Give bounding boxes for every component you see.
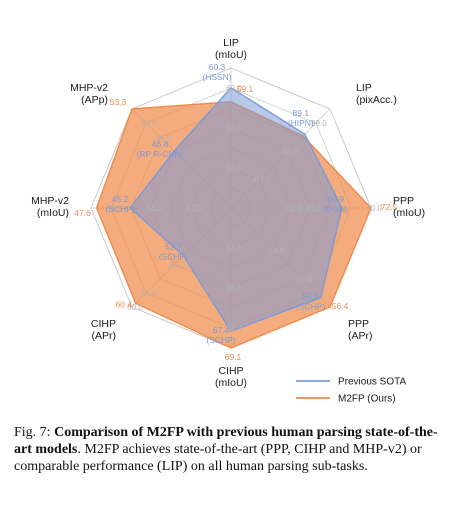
ring-tick-label: 55.0 xyxy=(297,275,313,284)
axis-label-line: MHP-v2 xyxy=(31,195,69,207)
axis-labels: LIP (mIoU)LIP (pixAcc.)PPP (mIoU)PPP (APr)CI… xyxy=(31,37,425,389)
radar-series xyxy=(95,87,372,349)
axis-label-line: PPP xyxy=(393,195,414,207)
value-label-previous-sota: 55.8 (SCHP) xyxy=(296,292,325,312)
value-label-m2fp: 53.3 xyxy=(110,97,127,107)
caption-bold: Comparison of M2FP with previous human p… xyxy=(14,425,438,457)
axis-label: CIHP (mIoU) xyxy=(215,365,247,389)
value-label-m2fp: 72.5 xyxy=(381,202,398,212)
value-label-previous-sota-line: (PGN) xyxy=(324,204,348,214)
ring-tick-label: 70.0 xyxy=(366,204,382,213)
value-labels: 60.3 (HSSN) 59.1 89.1 (HIPN) 69.9 (PGN) 72.5 55.… xyxy=(74,62,397,362)
value-label-previous-sota: 45.2 (SCHP) xyxy=(106,194,135,214)
ring-tick-label: 64.0 xyxy=(226,244,242,253)
radar-chart: 58.0 56.0 60.0 87.0 88.0 89.0 60.0 65.0 70.0 54.0… xyxy=(31,37,425,405)
value-label-previous-sota-line: (HIPN) xyxy=(288,118,314,128)
ring-tick-label: 60.0 xyxy=(286,204,302,213)
ring-tick-label: 42.0 xyxy=(186,204,202,213)
axis-label-line: (mIoU) xyxy=(37,207,69,219)
value-label-previous-sota-line: 52.7 xyxy=(165,242,182,252)
value-label-previous-sota-line: 60.3 xyxy=(209,62,226,72)
ring-tick-label: 58.0 xyxy=(226,164,242,173)
ring-tick-label: 55.0 xyxy=(141,289,157,298)
value-label-m2fp: 59.1 xyxy=(237,84,254,94)
ring-tick-label: 88.0 xyxy=(283,147,299,156)
value-label-previous-sota-line: (SCHP) xyxy=(159,252,188,262)
axis-label-line: (mIoU) xyxy=(393,207,425,219)
ring-tick-label: 65.0 xyxy=(306,204,322,213)
axis-label-line: CIHP xyxy=(91,318,116,330)
value-label-previous-sota-line: (HSSN) xyxy=(202,72,231,82)
axis-label: PPP (APr) xyxy=(348,318,373,342)
ring-tick-label: 56.0 xyxy=(226,124,242,133)
axis-label: LIP (pixAcc.) xyxy=(356,82,397,106)
value-label-previous-sota-line: 55.8 xyxy=(302,292,319,302)
ring-tick-label: 60.0 xyxy=(226,84,242,93)
value-label-previous-sota: 46.8 (RP R-CNN) xyxy=(137,139,184,159)
axis-label: CIHP (APr) xyxy=(91,318,116,342)
value-label-m2fp: 69.1 xyxy=(225,352,242,362)
value-label-previous-sota-line: (SCHP) xyxy=(206,335,235,345)
value-label-m2fp: 47.6 xyxy=(74,208,91,218)
axis-label-line: (APr) xyxy=(92,330,117,342)
caption-rest: . M2FP achieves state-of-the-art (PPP, C… xyxy=(14,442,422,474)
ring-tick-label: 89.0 xyxy=(311,119,327,128)
ring-tick-label: 87.0 xyxy=(255,176,271,185)
axis-label-line: (APr) xyxy=(348,330,373,342)
value-label-m2fp: 60.4 xyxy=(115,299,132,309)
ring-tick-label: 44.0 xyxy=(146,204,162,213)
value-label-previous-sota-line: 45.2 xyxy=(112,194,129,204)
value-label-m2fp: 56.4 xyxy=(332,301,349,311)
axis-label: PPP (mIoU) xyxy=(393,195,425,219)
ring-tick-label: 54.0 xyxy=(269,246,285,255)
value-label-previous-sota: 69.9 (PGN) xyxy=(324,194,348,214)
value-label-previous-sota: 67.4 (SCHP) xyxy=(206,325,235,345)
value-label-previous-sota-line: 67.4 xyxy=(213,325,230,335)
ring-tick-label: 50.0 xyxy=(170,261,186,270)
axis-label-line: MHP-v2 xyxy=(70,82,108,94)
value-label-previous-sota: 52.7 (SCHP) xyxy=(159,242,188,262)
ring-tick-labels: 58.0 56.0 60.0 87.0 88.0 89.0 60.0 65.0 70.0 54.0… xyxy=(106,84,382,333)
legend-entry: Previous SOTA xyxy=(338,377,406,388)
value-label-m2fp-line: 56.4 xyxy=(332,301,349,311)
value-label-previous-sota-line: 46.8 xyxy=(152,139,169,149)
value-label-m2fp-line: 59.1 xyxy=(237,84,254,94)
legend: Previous SOTA M2FP (Ours) xyxy=(296,377,406,405)
axis-label-line: LIP xyxy=(223,37,239,49)
value-label-previous-sota-line: (RP R-CNN) xyxy=(137,149,184,159)
legend-entry: M2FP (Ours) xyxy=(338,394,396,405)
ring-tick-label: 66.0 xyxy=(226,284,242,293)
figure-caption: Fig. 7: Comparison of M2FP with previous… xyxy=(14,424,442,475)
value-label-previous-sota: 60.3 (HSSN) xyxy=(202,62,231,82)
axis-label-line: (mIoU) xyxy=(215,377,247,389)
value-label-m2fp-line: 53.3 xyxy=(110,97,127,107)
value-label-previous-sota-line: (SCHP) xyxy=(296,302,325,312)
axis-label-line: (pixAcc.) xyxy=(356,94,397,106)
axis-label: MHP-v2 (mIoU) xyxy=(31,195,69,219)
caption-prefix: Fig. 7: xyxy=(14,425,55,440)
value-label-m2fp-line: 60.4 xyxy=(115,299,132,309)
value-label-m2fp-line: 72.5 xyxy=(381,202,398,212)
axis-label-line: CIHP xyxy=(218,365,243,377)
axis-label-line: PPP xyxy=(348,318,369,330)
value-label-previous-sota: 89.1 (HIPN) xyxy=(288,108,314,128)
value-label-previous-sota-line: 69.9 xyxy=(328,194,345,204)
axis-label-line: (APp) xyxy=(81,94,108,106)
ring-tick-label: 50.0 xyxy=(141,119,157,128)
axis-label: LIP (mIoU) xyxy=(215,37,247,61)
value-label-previous-sota-line: 89.1 xyxy=(293,108,310,118)
series-previous-sota-polygon xyxy=(129,87,343,332)
value-label-m2fp-line: 47.6 xyxy=(74,208,91,218)
axis-label: MHP-v2 (APp) xyxy=(70,82,108,106)
value-label-previous-sota-line: (SCHP) xyxy=(106,204,135,214)
ring-tick-label: 46.0 xyxy=(106,204,122,213)
ring-tick-label: 68.0 xyxy=(226,324,242,333)
ring-tick-label: 44.0 xyxy=(156,133,172,142)
ring-tick-label: 60.0 xyxy=(127,303,143,312)
axis-label-line: LIP xyxy=(356,82,372,94)
value-label-m2fp-line: 69.1 xyxy=(225,352,242,362)
axis-label-line: (mIoU) xyxy=(215,49,247,61)
